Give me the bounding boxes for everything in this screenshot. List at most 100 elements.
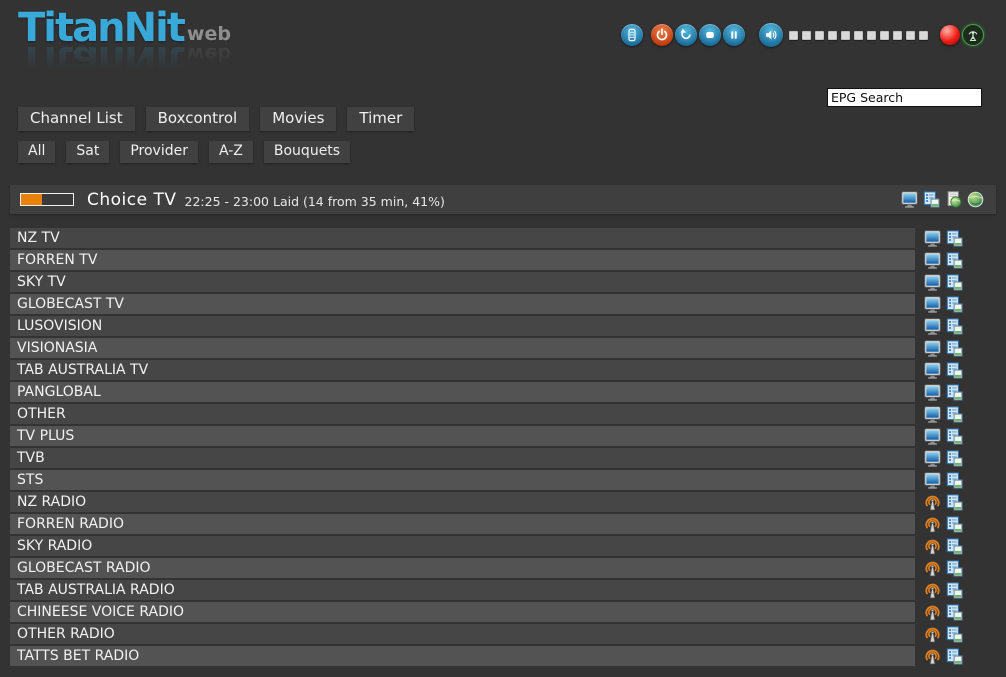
volume-segment[interactable] xyxy=(828,30,837,40)
channel-name-lusovision[interactable]: LUSOVISION xyxy=(10,316,915,336)
volume-segment[interactable] xyxy=(867,30,876,40)
volume-segment[interactable] xyxy=(906,30,915,40)
volume-segment[interactable] xyxy=(880,30,889,40)
channel-name-sky-tv[interactable]: SKY TV xyxy=(10,272,915,292)
channel-name-nz-radio[interactable]: NZ RADIO xyxy=(10,492,915,512)
tv-icon[interactable] xyxy=(924,317,941,335)
epg-list-icon[interactable] xyxy=(946,449,963,467)
epg-list-icon[interactable] xyxy=(946,273,963,291)
volume-icon[interactable] xyxy=(759,23,783,47)
channel-name-sky-radio[interactable]: SKY RADIO xyxy=(10,536,915,556)
channel-name-globecast-radio[interactable]: GLOBECAST RADIO xyxy=(10,558,915,578)
epg-list-icon[interactable] xyxy=(946,471,963,489)
epg-list-icon[interactable] xyxy=(946,581,963,599)
epg-list-icon[interactable] xyxy=(946,515,963,533)
refresh-icon[interactable] xyxy=(675,24,697,46)
channel-name-tab-australia-tv[interactable]: TAB AUSTRALIA TV xyxy=(10,360,915,380)
epg-list-icon[interactable] xyxy=(946,427,963,445)
epg-list-icon[interactable] xyxy=(946,603,963,621)
radio-icon[interactable] xyxy=(924,604,941,621)
channel-name-tatts-bet-radio[interactable]: TATTS BET RADIO xyxy=(10,646,915,666)
volume-segment[interactable] xyxy=(893,30,902,40)
channel-name-chineese-voice-radio[interactable]: CHINEESE VOICE RADIO xyxy=(10,602,915,622)
channel-name-tvb[interactable]: TVB xyxy=(10,448,915,468)
radio-icon[interactable] xyxy=(924,648,941,665)
volume-segment[interactable] xyxy=(854,30,863,40)
tv-icon[interactable] xyxy=(924,383,941,401)
epg-list-icon[interactable] xyxy=(946,405,963,423)
epg-list-icon[interactable] xyxy=(946,317,963,335)
radio-icon[interactable] xyxy=(924,626,941,643)
nav-button-timer[interactable]: Timer xyxy=(347,107,415,131)
tv-icon[interactable] xyxy=(924,273,941,291)
epg-list-icon[interactable] xyxy=(946,383,963,401)
volume-segment[interactable] xyxy=(802,30,811,40)
signal-icon[interactable] xyxy=(962,24,984,46)
tv-icon[interactable] xyxy=(924,295,941,313)
filter-button-all[interactable]: All xyxy=(18,141,56,163)
volume-segment[interactable] xyxy=(815,30,824,40)
epg-list-icon[interactable] xyxy=(946,493,963,511)
epg-list-icon[interactable] xyxy=(946,295,963,313)
channel-name-other[interactable]: OTHER xyxy=(10,404,915,424)
channel-name-globecast-tv[interactable]: GLOBECAST TV xyxy=(10,294,915,314)
epg-list-icon[interactable] xyxy=(946,229,963,247)
nav-button-boxcontrol[interactable]: Boxcontrol xyxy=(145,107,250,131)
filter-button-sat[interactable]: Sat xyxy=(66,141,110,163)
stop-icon[interactable] xyxy=(699,24,721,46)
radio-icon[interactable] xyxy=(924,494,941,511)
radio-icon[interactable] xyxy=(924,560,941,577)
record-indicator xyxy=(940,25,960,45)
channel-row: TATTS BET RADIO xyxy=(10,646,963,666)
tv-icon[interactable] xyxy=(924,339,941,357)
volume-segment[interactable] xyxy=(789,30,798,40)
radio-icon[interactable] xyxy=(924,516,941,533)
epg-list-icon[interactable] xyxy=(946,537,963,555)
tv-icon[interactable] xyxy=(924,251,941,269)
current-channel-name: Choice TV xyxy=(87,189,177,210)
channel-name-tab-australia-radio[interactable]: TAB AUSTRALIA RADIO xyxy=(10,580,915,600)
channel-row: CHINEESE VOICE RADIO xyxy=(10,602,963,622)
channel-name-visionasia[interactable]: VISIONASIA xyxy=(10,338,915,358)
nav-button-movies[interactable]: Movies xyxy=(260,107,337,131)
radio-icon[interactable] xyxy=(924,582,941,599)
remote-control-icon[interactable] xyxy=(621,24,643,46)
channel-row: TAB AUSTRALIA TV xyxy=(10,360,963,380)
epg-list-icon[interactable] xyxy=(946,361,963,379)
monitor-icon[interactable] xyxy=(901,191,918,208)
channel-name-panglobal[interactable]: PANGLOBAL xyxy=(10,382,915,402)
filter-button-a-z[interactable]: A-Z xyxy=(208,141,253,163)
epg-list-icon[interactable] xyxy=(946,559,963,577)
radio-icon[interactable] xyxy=(924,538,941,555)
filter-button-bouquets[interactable]: Bouquets xyxy=(263,141,351,163)
tv-icon[interactable] xyxy=(924,405,941,423)
pause-icon[interactable] xyxy=(723,24,745,46)
tv-icon[interactable] xyxy=(924,471,941,489)
channel-row-actions xyxy=(924,427,963,445)
filter-button-provider[interactable]: Provider xyxy=(120,141,198,163)
channel-name-nz-tv[interactable]: NZ TV xyxy=(10,228,915,248)
tv-icon[interactable] xyxy=(924,427,941,445)
channel-name-forren-tv[interactable]: FORREN TV xyxy=(10,250,915,270)
epg-search-input[interactable] xyxy=(827,88,982,107)
epg-list-icon[interactable] xyxy=(946,339,963,357)
channel-name-sts[interactable]: STS xyxy=(10,470,915,490)
epg-list-icon[interactable] xyxy=(946,647,963,665)
volume-segment[interactable] xyxy=(841,30,850,40)
power-icon[interactable] xyxy=(651,24,673,46)
channel-row: LUSOVISION xyxy=(10,316,963,336)
tv-icon[interactable] xyxy=(924,361,941,379)
channel-name-other-radio[interactable]: OTHER RADIO xyxy=(10,624,915,644)
epg-list-icon[interactable] xyxy=(946,251,963,269)
channel-name-forren-radio[interactable]: FORREN RADIO xyxy=(10,514,915,534)
tv-icon[interactable] xyxy=(924,229,941,247)
channel-name-tv-plus[interactable]: TV PLUS xyxy=(10,426,915,446)
tv-icon[interactable] xyxy=(924,449,941,467)
volume-segment[interactable] xyxy=(919,30,928,40)
nav-button-channel-list[interactable]: Channel List xyxy=(18,107,135,131)
globe-icon[interactable] xyxy=(967,191,984,208)
document-globe-icon[interactable] xyxy=(945,191,962,208)
epg-list-icon[interactable] xyxy=(946,625,963,643)
screens-copy-icon[interactable] xyxy=(923,191,940,208)
